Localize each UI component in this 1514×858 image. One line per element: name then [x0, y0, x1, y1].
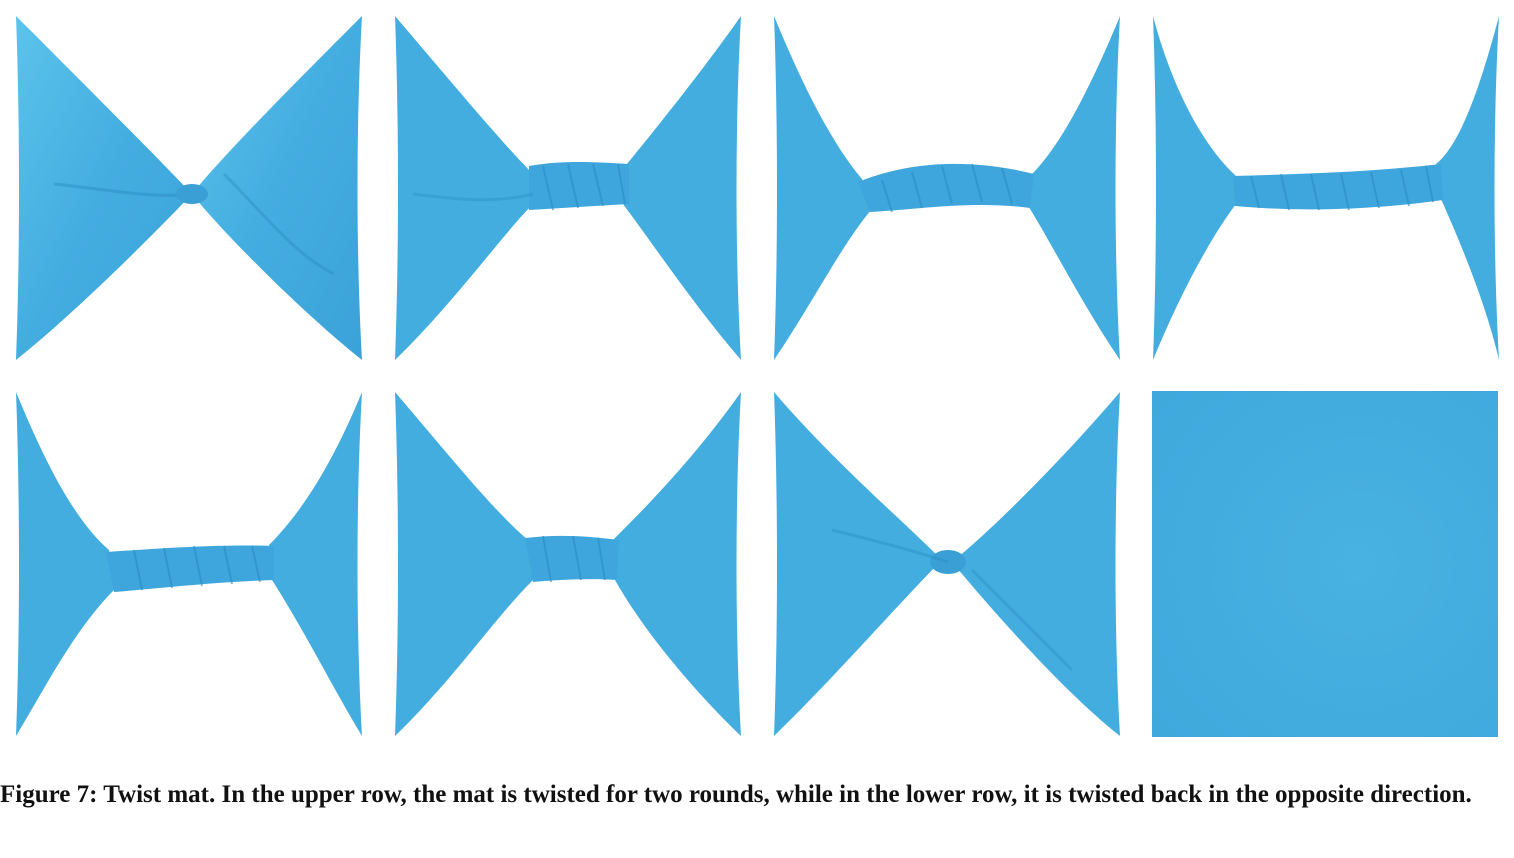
twisted-mat-image — [16, 392, 362, 736]
twisted-mat-image — [774, 16, 1120, 360]
panel-upper-2 — [393, 14, 741, 362]
twisted-mat-image — [395, 16, 741, 360]
figure-panels — [14, 14, 1499, 738]
twisted-mat-image — [774, 392, 1120, 736]
flat-mat-image — [1152, 391, 1498, 737]
panel-upper-4 — [1151, 14, 1499, 362]
twisted-mat-image — [16, 16, 362, 360]
panel-lower-3 — [772, 390, 1120, 738]
figure-caption: Figure 7: Twist mat. In the upper row, t… — [0, 781, 1472, 808]
panel-lower-4 — [1151, 390, 1499, 738]
panel-upper-1 — [14, 14, 362, 362]
twisted-mat-image — [395, 392, 741, 736]
panel-upper-3 — [772, 14, 1120, 362]
panel-lower-2 — [393, 390, 741, 738]
twisted-mat-image — [1153, 16, 1499, 360]
panel-lower-1 — [14, 390, 362, 738]
